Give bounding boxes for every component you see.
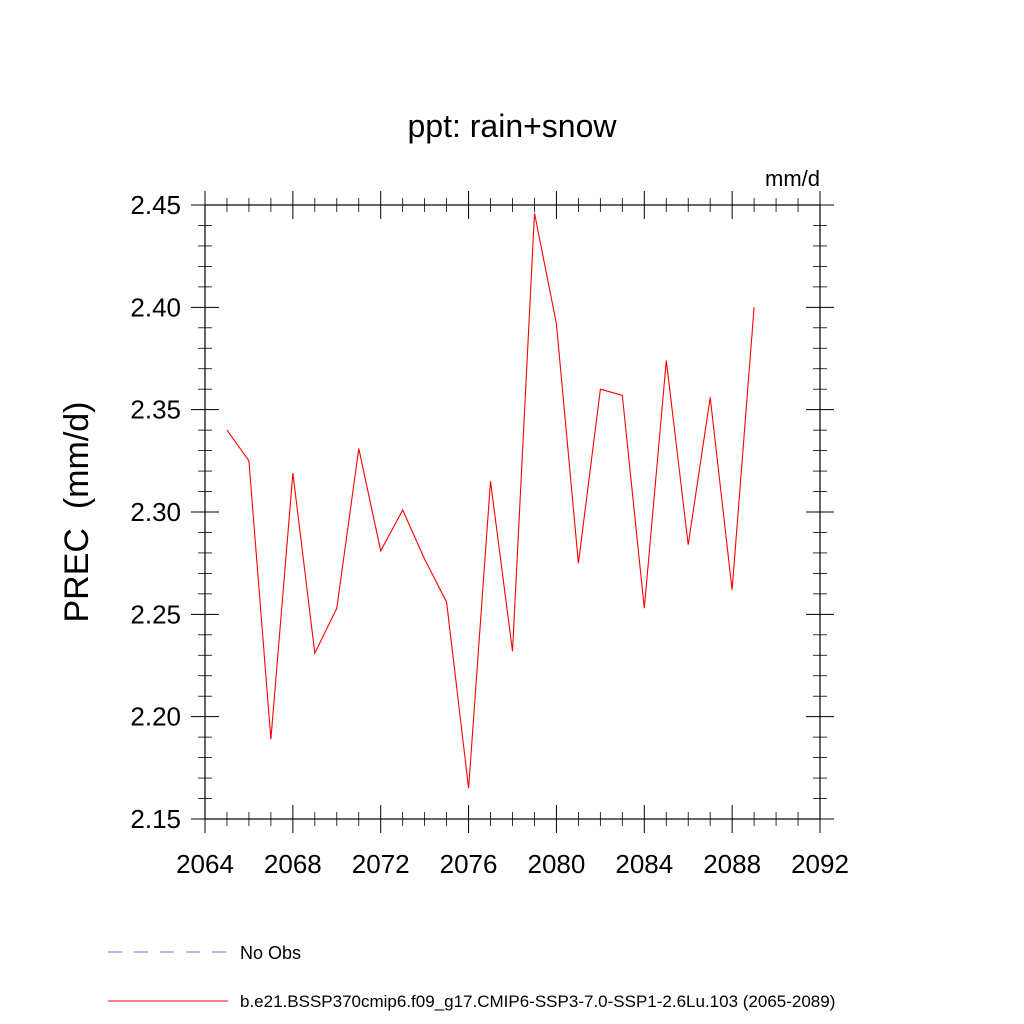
units-label: mm/d — [765, 166, 820, 191]
x-tick-label: 2068 — [264, 849, 322, 879]
x-tick-label: 2064 — [176, 849, 234, 879]
y-tick-label: 2.40 — [130, 292, 181, 322]
y-tick-label: 2.30 — [130, 497, 181, 527]
minor-ticks — [198, 198, 827, 826]
legend-label-no-obs: No Obs — [240, 943, 301, 963]
y-tick-label: 2.15 — [130, 804, 181, 834]
legend: No Obs b.e21.BSSP370cmip6.f09_g17.CMIP6-… — [108, 943, 835, 1011]
y-axis-label: PREC (mm/d) — [58, 402, 96, 623]
x-tick-label: 2072 — [352, 849, 410, 879]
x-tick-label: 2084 — [615, 849, 673, 879]
x-tick-labels: 2064 2068 2072 2076 2080 2084 2088 2092 — [176, 849, 849, 879]
series-line-0 — [226, 213, 755, 789]
x-tick-label: 2076 — [440, 849, 498, 879]
chart-title: ppt: rain+snow — [407, 108, 617, 144]
y-tick-label: 2.45 — [130, 190, 181, 220]
x-tick-label: 2092 — [791, 849, 849, 879]
y-tick-label: 2.25 — [130, 599, 181, 629]
x-tick-label: 2080 — [528, 849, 586, 879]
legend-label-series: b.e21.BSSP370cmip6.f09_g17.CMIP6-SSP3-7.… — [240, 992, 835, 1011]
y-tick-labels: 2.15 2.20 2.25 2.30 2.35 2.40 2.45 — [130, 190, 181, 834]
series-layer — [226, 213, 755, 789]
y-tick-label: 2.20 — [130, 702, 181, 732]
major-ticks — [191, 191, 834, 833]
y-tick-label: 2.35 — [130, 395, 181, 425]
x-tick-label: 2088 — [703, 849, 761, 879]
